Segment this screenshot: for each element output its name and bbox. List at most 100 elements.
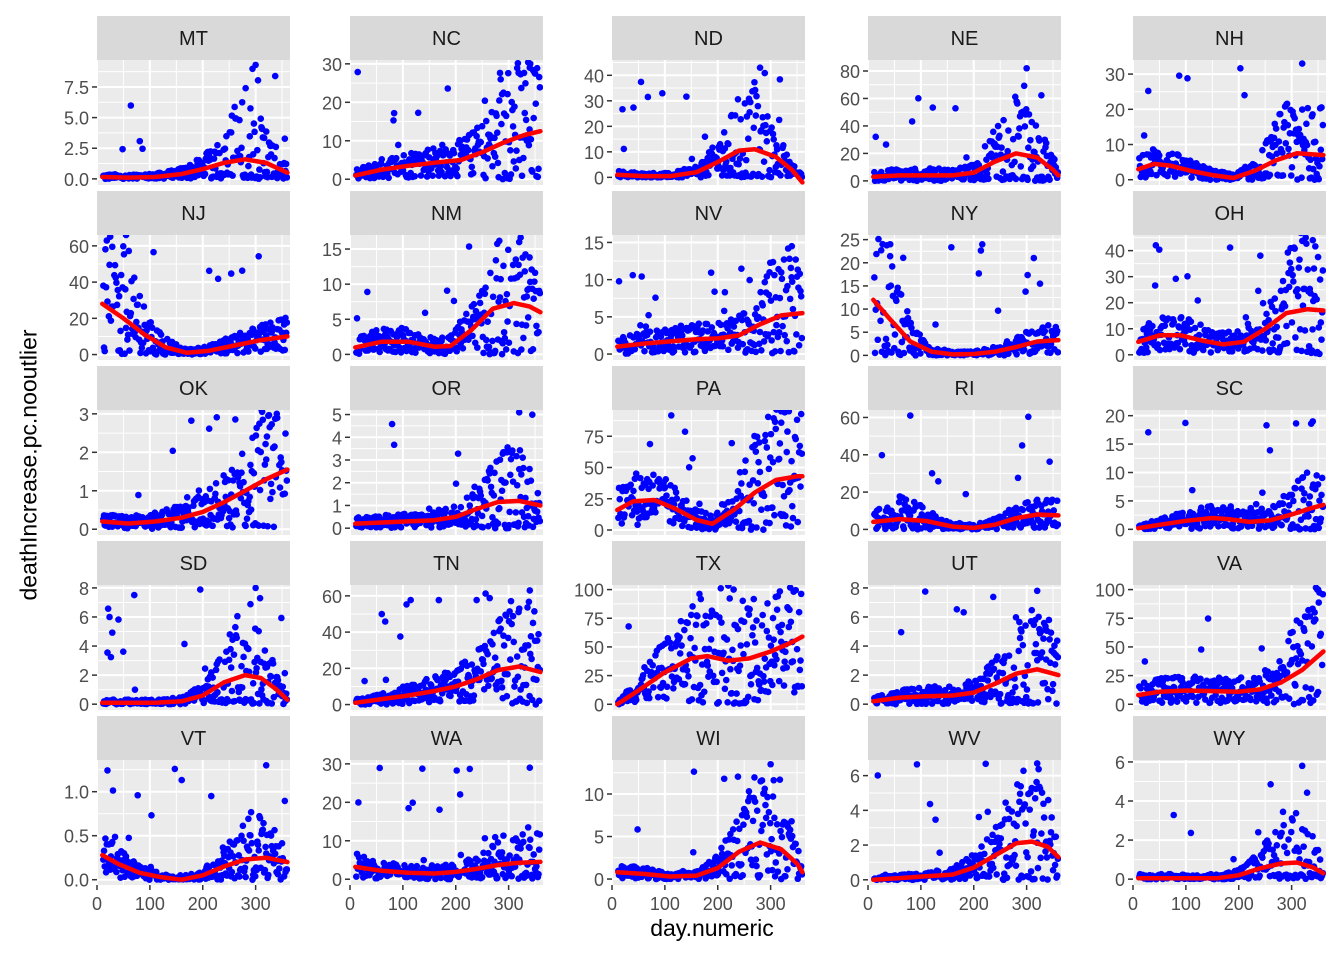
data-point bbox=[1272, 307, 1279, 315]
y-tick-label: 50 bbox=[584, 459, 604, 479]
data-point bbox=[763, 444, 771, 451]
data-point bbox=[775, 328, 783, 336]
data-point bbox=[874, 523, 882, 531]
data-point bbox=[886, 252, 894, 260]
data-point bbox=[683, 93, 690, 100]
data-point bbox=[777, 419, 785, 426]
data-point bbox=[209, 522, 216, 530]
data-point bbox=[1172, 275, 1180, 283]
data-point bbox=[1161, 322, 1169, 330]
y-tick-label: 40 bbox=[1105, 242, 1125, 262]
data-point bbox=[361, 677, 368, 685]
data-point bbox=[484, 477, 491, 484]
data-point bbox=[140, 303, 148, 310]
smooth-trend-line bbox=[1136, 502, 1326, 531]
data-point bbox=[104, 298, 111, 305]
data-point bbox=[783, 151, 791, 158]
data-point bbox=[725, 140, 732, 148]
data-point bbox=[775, 455, 783, 463]
data-point bbox=[1230, 524, 1237, 532]
data-point bbox=[631, 475, 639, 483]
data-point bbox=[783, 337, 791, 345]
data-point bbox=[119, 145, 126, 153]
data-point bbox=[256, 173, 264, 181]
data-point bbox=[644, 93, 652, 101]
data-point bbox=[1301, 327, 1309, 334]
data-point bbox=[1305, 500, 1313, 508]
data-point bbox=[1281, 302, 1289, 310]
data-point bbox=[271, 443, 278, 450]
data-point bbox=[761, 69, 769, 77]
data-point bbox=[777, 347, 784, 355]
data-point bbox=[1295, 125, 1303, 133]
data-point bbox=[1307, 156, 1314, 164]
data-point bbox=[620, 145, 628, 153]
data-point bbox=[468, 163, 476, 171]
data-point bbox=[871, 274, 878, 281]
data-point bbox=[251, 128, 258, 136]
data-point bbox=[1197, 321, 1204, 329]
data-point bbox=[1196, 525, 1204, 532]
data-point bbox=[521, 268, 529, 275]
data-point bbox=[637, 78, 645, 86]
data-point bbox=[1272, 125, 1280, 132]
data-point bbox=[247, 461, 254, 469]
data-point bbox=[738, 316, 746, 324]
data-point bbox=[130, 295, 137, 303]
data-point bbox=[502, 479, 509, 486]
data-point bbox=[782, 512, 789, 520]
data-point bbox=[779, 481, 786, 489]
y-tick-label: 0 bbox=[594, 521, 604, 541]
data-point bbox=[252, 432, 260, 439]
data-point bbox=[934, 477, 942, 485]
data-point bbox=[229, 477, 237, 484]
data-point bbox=[770, 328, 777, 336]
data-point bbox=[621, 511, 628, 518]
data-point bbox=[1299, 473, 1307, 481]
smooth-trend-line bbox=[100, 157, 290, 180]
data-point bbox=[768, 337, 775, 344]
data-point bbox=[737, 115, 745, 123]
facet-strip bbox=[1133, 191, 1326, 235]
points-layer bbox=[353, 410, 543, 532]
data-point bbox=[760, 526, 767, 533]
data-point bbox=[1179, 509, 1186, 517]
data-point bbox=[632, 470, 640, 477]
data-point bbox=[985, 175, 992, 183]
y-tick-label: 2 bbox=[79, 666, 89, 686]
data-point bbox=[670, 519, 677, 527]
data-point bbox=[227, 645, 234, 653]
data-point bbox=[181, 640, 188, 648]
data-point bbox=[491, 153, 499, 160]
data-point bbox=[487, 464, 494, 472]
data-point bbox=[271, 72, 279, 80]
y-tick-label: 20 bbox=[1105, 100, 1125, 120]
data-point bbox=[1290, 278, 1297, 285]
data-point bbox=[518, 172, 526, 180]
data-point bbox=[1242, 314, 1250, 321]
data-point bbox=[513, 452, 520, 460]
smooth-trend-line bbox=[871, 297, 1061, 357]
data-point bbox=[278, 614, 285, 622]
data-point bbox=[534, 173, 542, 181]
data-point bbox=[902, 496, 910, 503]
data-point bbox=[758, 347, 765, 354]
data-point bbox=[424, 146, 432, 154]
facet-strip bbox=[350, 366, 543, 410]
data-point bbox=[233, 511, 241, 518]
points-layer bbox=[1136, 235, 1326, 358]
data-point bbox=[450, 297, 458, 305]
data-point bbox=[234, 612, 241, 620]
data-point bbox=[767, 173, 775, 181]
data-point bbox=[227, 664, 235, 671]
data-point bbox=[754, 102, 762, 110]
data-point bbox=[529, 523, 537, 531]
data-point bbox=[269, 660, 277, 667]
data-point bbox=[795, 342, 803, 349]
data-point bbox=[493, 112, 500, 120]
data-point bbox=[1309, 418, 1317, 425]
data-point bbox=[776, 440, 784, 447]
data-point bbox=[1262, 337, 1270, 344]
